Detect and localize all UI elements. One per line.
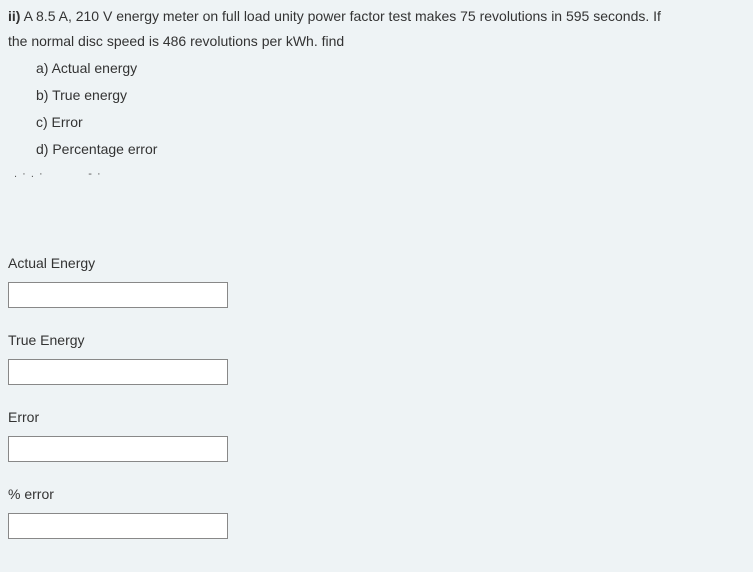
answer-group-true-energy: True Energy (8, 330, 745, 385)
input-pct-error[interactable] (8, 513, 228, 539)
input-error[interactable] (8, 436, 228, 462)
question-sublist: a) Actual energy b) True energy c) Error… (36, 58, 745, 160)
item-d: d) Percentage error (36, 139, 745, 160)
label-actual-energy: Actual Energy (8, 253, 745, 274)
label-error: Error (8, 407, 745, 428)
label-pct-error: % error (8, 484, 745, 505)
answer-group-actual-energy: Actual Energy (8, 253, 745, 308)
answer-block: Actual Energy True Energy Error % error (8, 253, 745, 539)
redacted-smudge: . · . · - · (14, 166, 745, 183)
input-true-energy[interactable] (8, 359, 228, 385)
item-b: b) True energy (36, 85, 745, 106)
answer-group-error: Error (8, 407, 745, 462)
question-line2: the normal disc speed is 486 revolutions… (8, 31, 745, 52)
item-c: c) Error (36, 112, 745, 133)
answer-group-pct-error: % error (8, 484, 745, 539)
label-true-energy: True Energy (8, 330, 745, 351)
question-prefix: ii) (8, 8, 20, 24)
question-text: ii) A 8.5 A, 210 V energy meter on full … (8, 6, 745, 27)
item-a: a) Actual energy (36, 58, 745, 79)
question-line1: A 8.5 A, 210 V energy meter on full load… (20, 8, 660, 24)
input-actual-energy[interactable] (8, 282, 228, 308)
